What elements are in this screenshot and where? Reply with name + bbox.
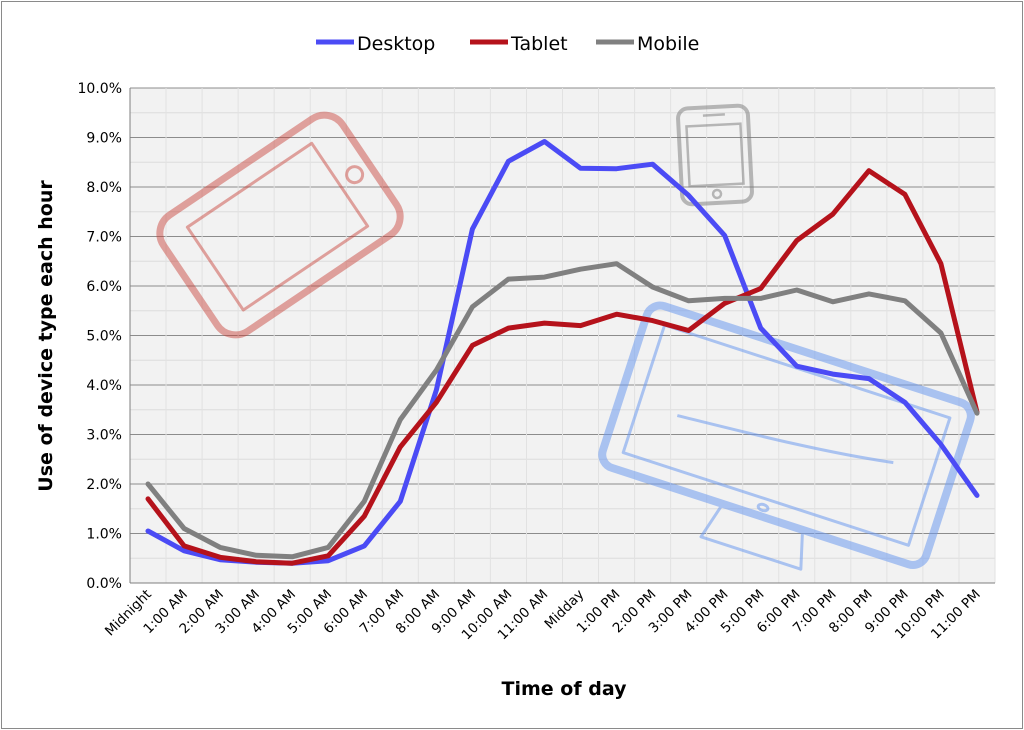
series-lines bbox=[145, 139, 980, 566]
legend-label-mobile: Mobile bbox=[637, 33, 699, 55]
series-line-tablet bbox=[145, 168, 980, 566]
tablet-icon bbox=[156, 111, 404, 339]
phone-icon bbox=[676, 103, 754, 207]
legend: Desktop Tablet Mobile bbox=[316, 33, 699, 55]
y-tick-label: 8.0% bbox=[86, 180, 122, 196]
y-axis-title: Use of device type each hour bbox=[35, 180, 57, 492]
y-tick-label: 2.0% bbox=[86, 477, 122, 493]
legend-label-tablet: Tablet bbox=[510, 33, 568, 55]
y-tick-label: 0.0% bbox=[86, 576, 122, 592]
y-tick-label: 4.0% bbox=[86, 378, 122, 394]
y-tick-label: 1.0% bbox=[86, 527, 122, 543]
x-axis-title: Time of day bbox=[502, 678, 628, 700]
y-tick-label: 3.0% bbox=[86, 428, 122, 444]
y-tick-label: 7.0% bbox=[86, 230, 122, 246]
y-tick-label: 10.0% bbox=[78, 81, 122, 97]
legend-label-desktop: Desktop bbox=[357, 33, 435, 55]
y-tick-label: 9.0% bbox=[86, 131, 122, 147]
y-tick-label: 5.0% bbox=[86, 329, 122, 345]
series-line-mobile bbox=[145, 261, 980, 560]
y-tick-labels: 0.0% 1.0% 2.0% 3.0% 4.0% 5.0% 6.0% 7.0% 8.0% 9.0%… bbox=[78, 81, 122, 592]
monitor-icon bbox=[598, 301, 975, 571]
y-tick-label: 6.0% bbox=[86, 279, 122, 295]
